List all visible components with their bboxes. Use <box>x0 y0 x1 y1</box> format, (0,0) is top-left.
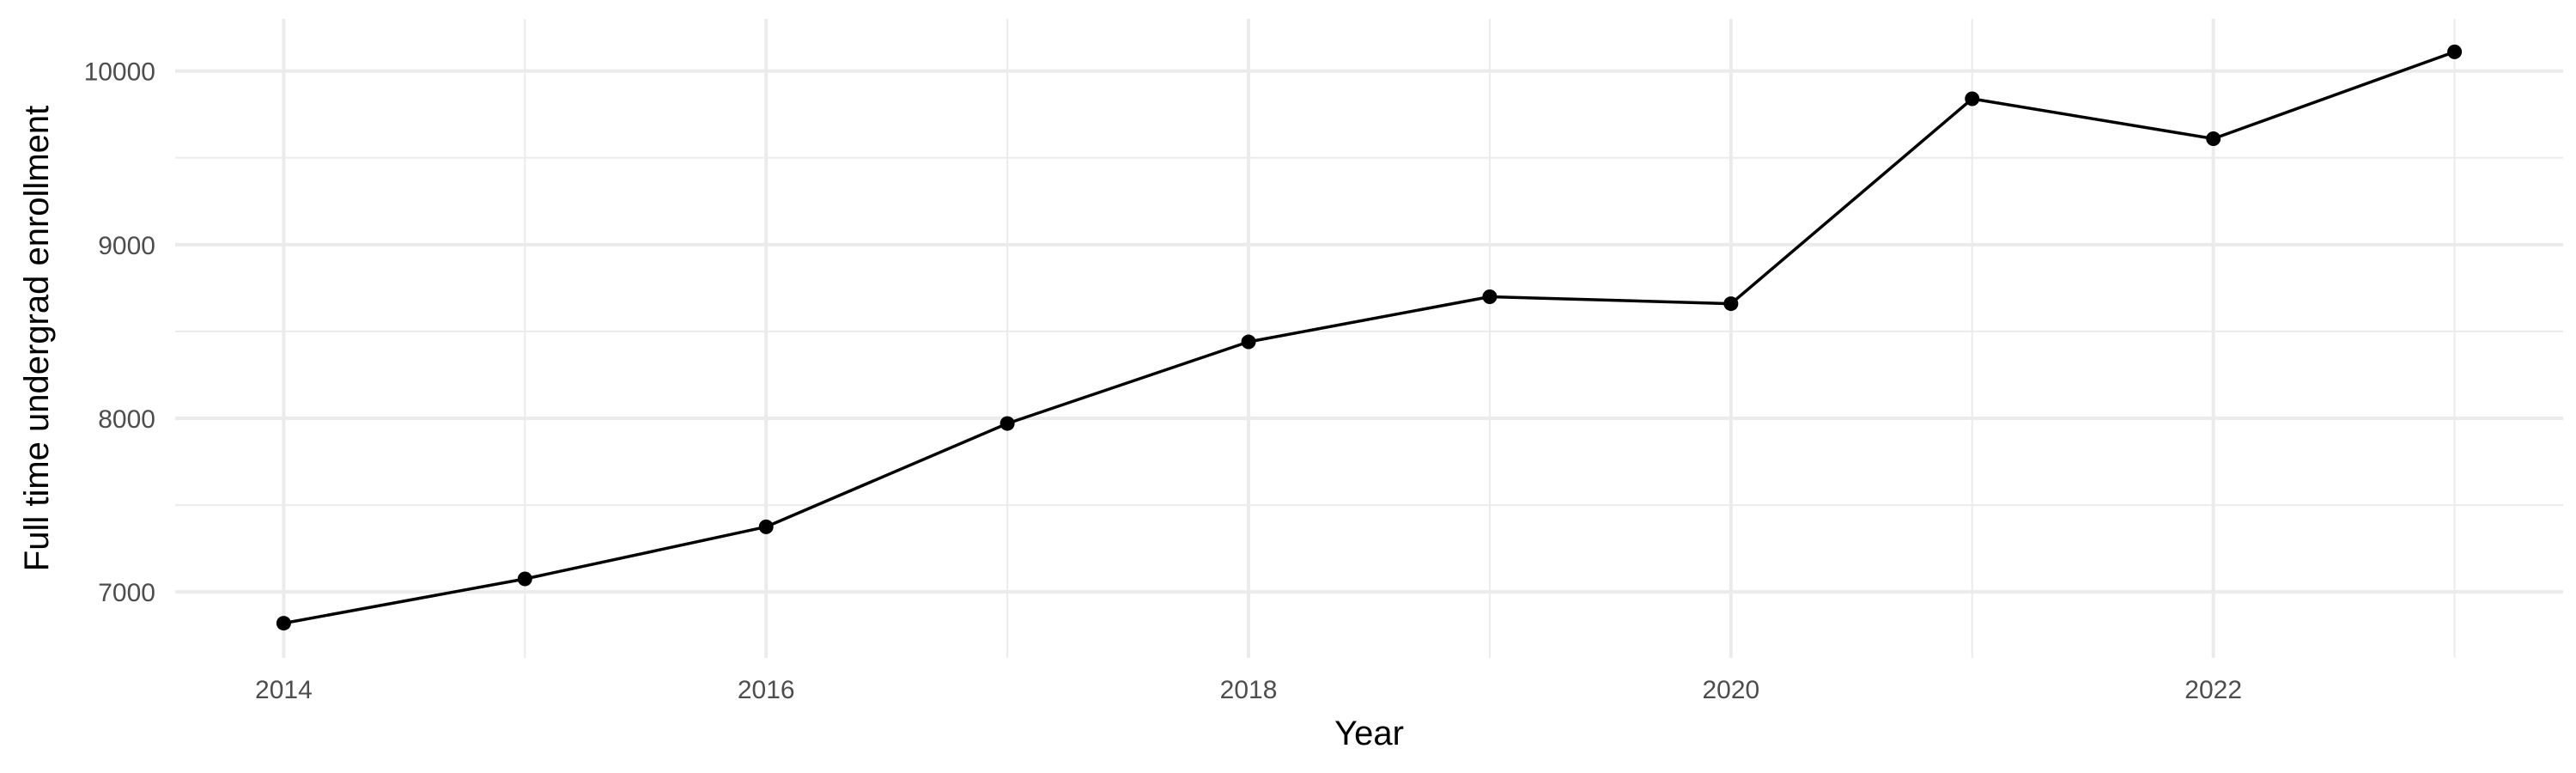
y-tick-label: 9000 <box>98 232 155 260</box>
data-point <box>1965 91 1980 107</box>
y-tick-label: 8000 <box>98 405 155 434</box>
x-axis-ticks: 2014 2016 2018 2020 2022 <box>255 676 2242 704</box>
data-point <box>2206 131 2221 146</box>
x-tick-label: 2016 <box>738 676 795 704</box>
y-axis-ticks: 7000 8000 9000 10000 <box>84 58 155 608</box>
x-tick-label: 2014 <box>255 676 313 704</box>
y-axis-title: Full time undergrad enrollment <box>18 106 56 571</box>
data-point <box>276 616 291 631</box>
data-point <box>758 519 774 534</box>
x-tick-label: 2018 <box>1220 676 1278 704</box>
minor-gridlines <box>175 19 2563 658</box>
data-point <box>517 571 532 587</box>
series-layer <box>283 50 2456 625</box>
x-tick-label: 2022 <box>2184 676 2242 704</box>
x-tick-label: 2020 <box>1702 676 1759 704</box>
y-tick-label: 10000 <box>84 58 155 87</box>
x-axis-title: Year <box>1334 715 1404 752</box>
series-line <box>283 50 2456 625</box>
data-point <box>1241 334 1256 350</box>
data-point <box>1723 296 1739 312</box>
data-point <box>999 416 1015 431</box>
points-layer <box>276 44 2463 631</box>
y-tick-label: 7000 <box>98 579 155 607</box>
data-point <box>2447 44 2463 59</box>
major-gridlines <box>175 19 2563 658</box>
data-point <box>1482 289 1498 304</box>
